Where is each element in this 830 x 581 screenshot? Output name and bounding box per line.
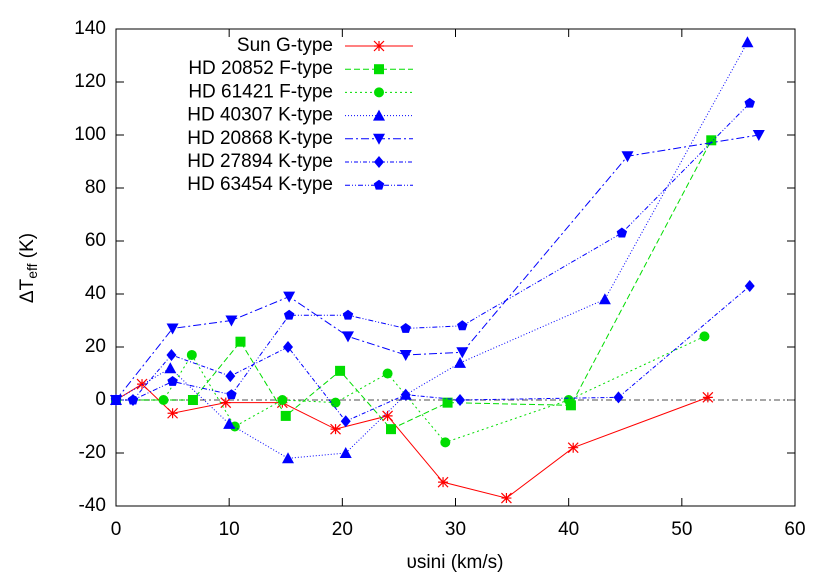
marker: [335, 365, 346, 376]
marker: [744, 97, 755, 108]
marker: [277, 395, 288, 405]
legend-label: Sun G-type: [237, 35, 333, 56]
x-tick-label: 20: [332, 519, 353, 540]
y-tick-label: -40: [79, 495, 106, 516]
series-line: [116, 335, 705, 443]
y-tick-label: 60: [85, 230, 106, 251]
x-axis-label: υsini (km/s): [407, 552, 504, 573]
marker: [437, 476, 449, 488]
y-label-main: ΔT: [17, 278, 38, 303]
marker: [186, 349, 197, 360]
marker: [225, 370, 236, 383]
x-tick-label: 40: [558, 519, 579, 540]
marker: [454, 356, 467, 368]
marker: [283, 309, 295, 320]
marker: [136, 378, 148, 390]
marker: [565, 400, 576, 411]
y-tick-label: 80: [85, 177, 106, 198]
legend-marker: [374, 64, 384, 75]
marker: [744, 280, 755, 293]
x-tick-label: 0: [111, 519, 122, 540]
marker: [382, 368, 393, 379]
marker: [158, 395, 169, 405]
series-line: [116, 102, 751, 401]
marker: [442, 397, 453, 408]
marker: [616, 227, 628, 238]
marker: [752, 130, 765, 141]
marker: [110, 394, 122, 405]
y-tick-label: 120: [74, 71, 106, 92]
y-tick-label: 40: [85, 283, 106, 304]
marker: [598, 293, 611, 305]
legend-marker: [373, 179, 385, 190]
marker: [706, 135, 717, 146]
plot-frame: [115, 28, 796, 507]
marker: [455, 394, 466, 406]
marker: [225, 315, 238, 327]
marker: [699, 331, 710, 342]
legend-marker: [374, 156, 384, 168]
legend-marker: [373, 40, 385, 52]
legend-label: HD 61421 F-type: [188, 81, 333, 102]
y-axis-label: ΔTeff (K): [17, 233, 40, 303]
marker: [567, 442, 579, 454]
marker: [400, 388, 411, 401]
legend-label: HD 20868 K-type: [187, 128, 333, 149]
marker: [341, 331, 354, 343]
marker: [563, 395, 574, 405]
marker: [330, 397, 341, 408]
marker: [164, 362, 177, 374]
marker: [501, 492, 512, 504]
legend-marker: [373, 133, 385, 145]
marker: [127, 394, 139, 405]
marker: [702, 391, 714, 403]
marker: [457, 320, 468, 331]
marker: [167, 407, 179, 419]
x-tick-label: 30: [445, 519, 466, 540]
legend-marker: [373, 109, 385, 121]
marker: [166, 323, 179, 335]
marker: [741, 36, 754, 48]
legend-label: HD 40307 K-type: [187, 105, 333, 126]
legend-label: HD 63454 K-type: [187, 174, 333, 195]
marker: [235, 336, 246, 347]
marker: [621, 151, 634, 163]
marker: [167, 375, 178, 386]
marker: [282, 452, 295, 464]
legend-label: HD 20852 F-type: [188, 58, 333, 79]
y-tick-label: 140: [74, 18, 106, 39]
marker: [399, 349, 412, 361]
y-tick-label: -20: [79, 442, 106, 463]
x-tick-label: 10: [219, 519, 240, 540]
marker: [339, 447, 352, 458]
marker: [226, 389, 237, 400]
marker: [280, 410, 291, 421]
legend-label: HD 27894 K-type: [187, 151, 333, 172]
marker: [166, 348, 177, 361]
y-tick-label: 0: [95, 389, 106, 410]
marker: [187, 395, 198, 405]
legend-marker: [374, 87, 384, 98]
marker: [400, 322, 411, 333]
marker: [382, 410, 394, 422]
marker: [220, 397, 232, 409]
y-tick-label: 100: [74, 124, 106, 145]
marker: [342, 309, 354, 320]
y-label-unit: (K): [17, 233, 38, 264]
marker: [613, 391, 624, 404]
marker: [223, 417, 236, 429]
marker: [385, 424, 396, 435]
marker: [340, 415, 351, 428]
y-label-sub: eff: [24, 263, 40, 278]
y-tick-label: 20: [85, 336, 106, 357]
marker: [456, 347, 469, 359]
x-tick-label: 60: [784, 519, 805, 540]
marker: [283, 291, 296, 303]
series-line: [116, 285, 751, 422]
x-tick-label: 50: [671, 519, 692, 540]
marker: [330, 423, 341, 435]
marker: [440, 437, 451, 448]
marker: [283, 341, 294, 353]
